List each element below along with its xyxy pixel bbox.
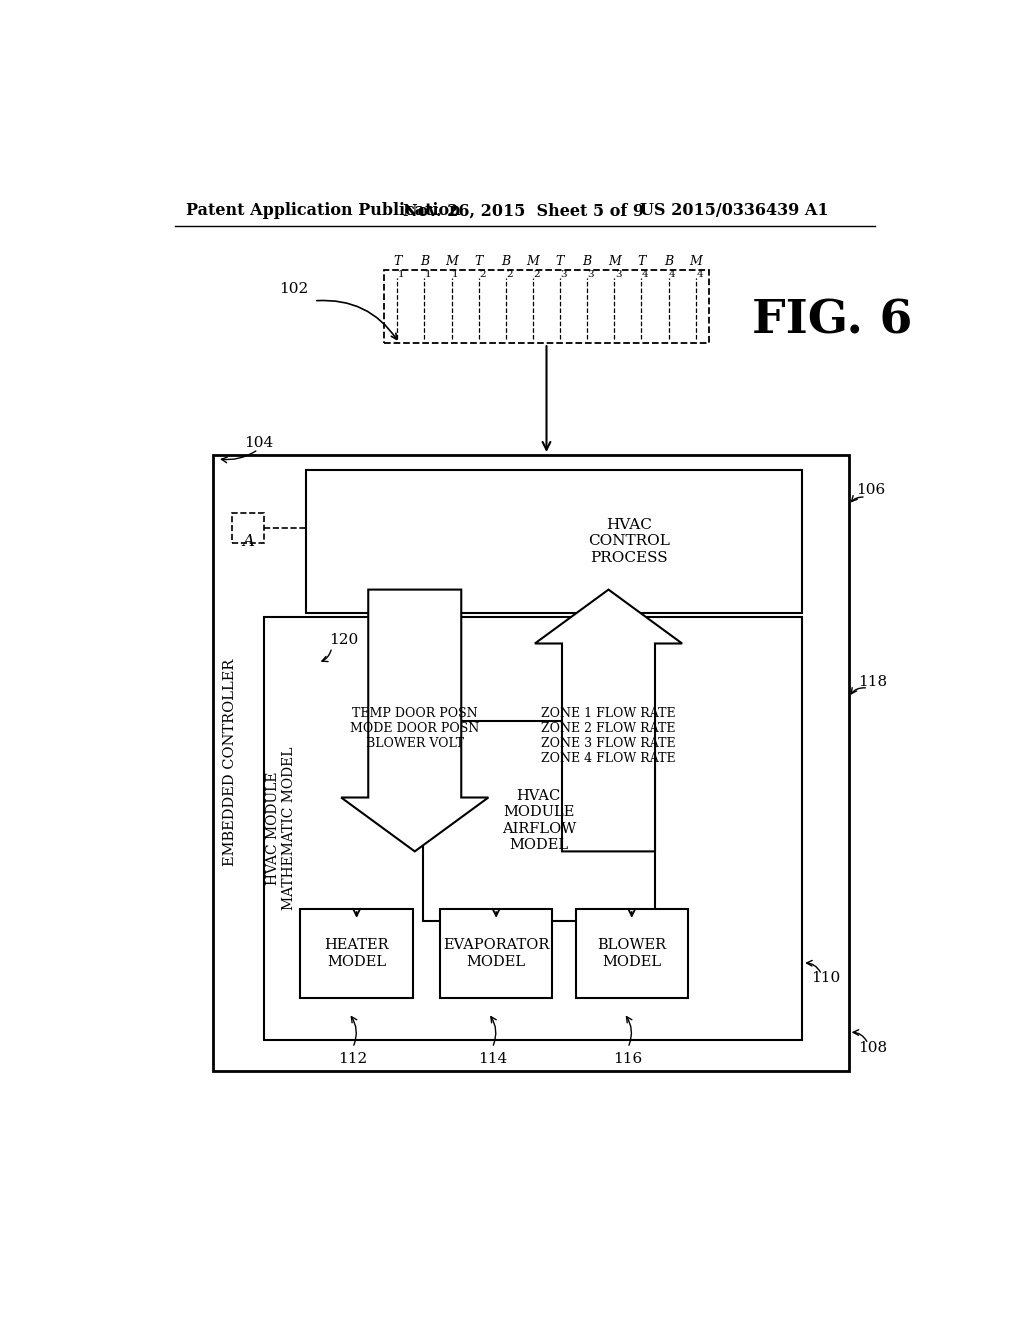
Text: 1: 1 [398,269,404,279]
Text: Nov. 26, 2015  Sheet 5 of 9: Nov. 26, 2015 Sheet 5 of 9 [403,202,644,219]
Text: HVAC
MODULE
AIRFLOW
MODEL: HVAC MODULE AIRFLOW MODEL [502,789,575,851]
Text: US 2015/0336439 A1: US 2015/0336439 A1 [640,202,828,219]
Bar [306,470,802,612]
Bar [423,721,655,921]
Text: T: T [637,255,645,268]
Text: ZONE 1 FLOW RATE
ZONE 2 FLOW RATE
ZONE 3 FLOW RATE
ZONE 4 FLOW RATE: ZONE 1 FLOW RATE ZONE 2 FLOW RATE ZONE 3… [542,708,676,764]
Text: 112: 112 [338,1052,368,1067]
Text: T: T [393,255,401,268]
Bar [384,271,710,343]
Text: 4: 4 [669,269,676,279]
Text: B: B [420,255,429,268]
Text: HEATER
MODEL: HEATER MODEL [325,939,389,969]
Text: Patent Application Publication: Patent Application Publication [186,202,461,219]
Text: TEMP DOOR POSN
MODE DOOR POSN
BLOWER VOLT: TEMP DOOR POSN MODE DOOR POSN BLOWER VOL… [350,706,479,750]
Text: 120: 120 [330,632,358,647]
Text: 4: 4 [642,269,648,279]
Text: 108: 108 [858,1040,887,1055]
Text: 3: 3 [560,269,567,279]
Text: B: B [664,255,673,268]
Text: 3: 3 [588,269,594,279]
Text: M: M [445,255,458,268]
Text: M: M [526,255,540,268]
Text: 118: 118 [858,675,887,689]
Text: 1: 1 [453,269,459,279]
Text: A: A [242,533,254,550]
Polygon shape [341,590,488,851]
Text: B: B [583,255,592,268]
Bar [440,909,552,998]
Text: B: B [502,255,510,268]
Text: 3: 3 [614,269,622,279]
Text: T: T [556,255,564,268]
Bar [575,909,688,998]
Text: 116: 116 [613,1052,642,1067]
Text: FIG. 6: FIG. 6 [752,297,912,343]
Text: 2: 2 [534,269,540,279]
Text: 1: 1 [425,269,432,279]
Text: T: T [474,255,483,268]
Bar [213,455,849,1071]
Text: HVAC
CONTROL
PROCESS: HVAC CONTROL PROCESS [588,519,670,565]
Text: 2: 2 [479,269,485,279]
Text: 114: 114 [477,1052,507,1067]
Text: EVAPORATOR
MODEL: EVAPORATOR MODEL [443,939,549,969]
Text: 110: 110 [812,972,841,986]
Text: EMBEDDED CONTROLLER: EMBEDDED CONTROLLER [223,659,238,866]
Text: 106: 106 [856,483,886,496]
Text: 2: 2 [507,269,513,279]
Text: 4: 4 [696,269,702,279]
Bar [300,909,413,998]
Text: 104: 104 [245,437,273,450]
Text: HVAC MODULE
MATHEMATIC MODEL: HVAC MODULE MATHEMATIC MODEL [265,747,296,909]
Bar [263,616,802,1040]
Polygon shape [535,590,682,851]
Text: M: M [689,255,702,268]
Bar [231,513,264,543]
Text: BLOWER
MODEL: BLOWER MODEL [597,939,667,969]
Text: M: M [608,255,621,268]
Text: 102: 102 [280,282,308,296]
